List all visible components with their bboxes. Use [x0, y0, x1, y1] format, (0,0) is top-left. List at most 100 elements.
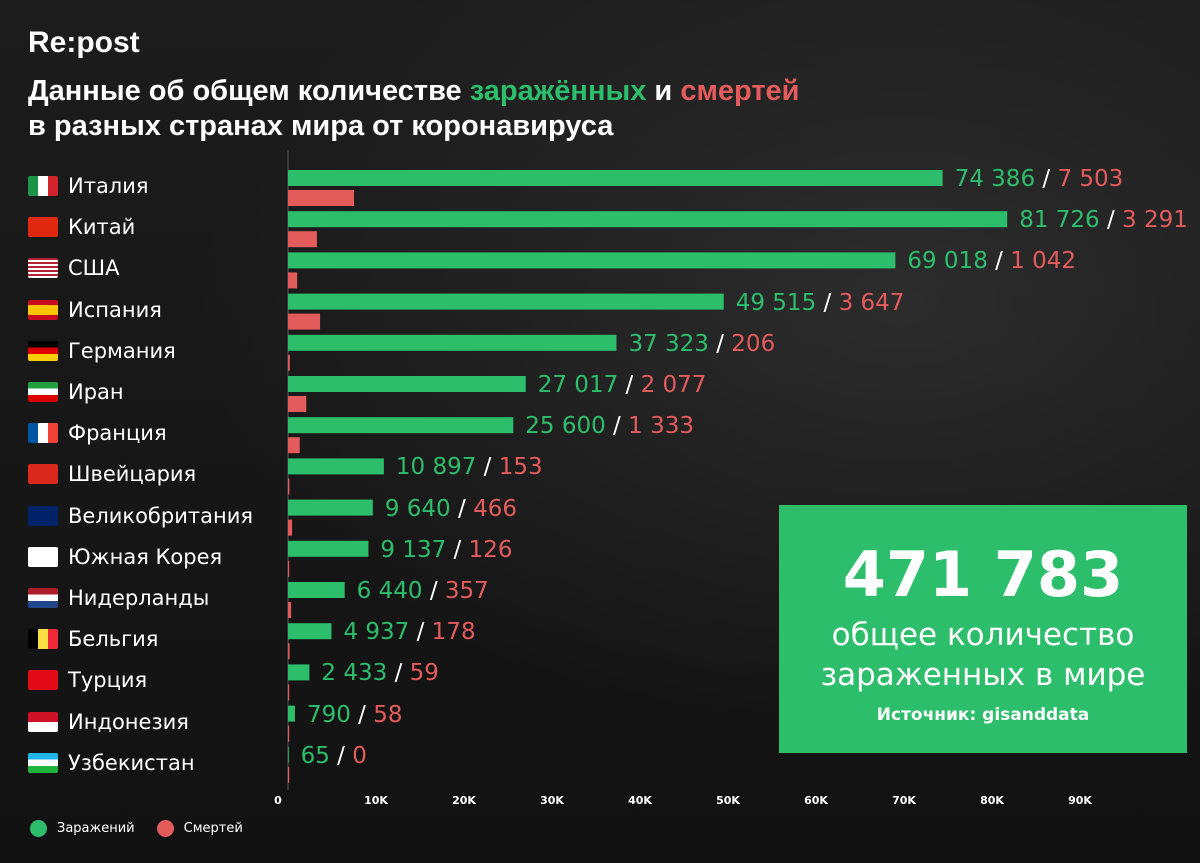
bar-deaths	[288, 560, 290, 577]
country-name: Турция	[68, 668, 148, 693]
bar-deaths	[288, 354, 290, 371]
brand-logo: Re:post	[28, 26, 140, 59]
data-label: 49 515 / 3 647	[736, 290, 905, 316]
country-name: Иран	[68, 380, 124, 404]
country-name: Китай	[68, 215, 136, 240]
x-tick-label: 60K	[804, 794, 828, 807]
x-tick-label: 30K	[540, 794, 564, 807]
country-name: Франция	[68, 421, 167, 446]
indonesia-flag-icon	[28, 711, 58, 732]
bar-deaths	[288, 684, 290, 701]
country-label: Великобритания	[28, 501, 253, 531]
netherlands-flag-icon	[28, 588, 58, 608]
title-part2: и	[646, 75, 681, 107]
data-label-separator: /	[446, 536, 469, 563]
bar-infected	[288, 417, 514, 434]
bar-infected	[288, 458, 384, 475]
data-label-infected: 4 937	[343, 619, 410, 646]
x-tick-label: 20K	[452, 794, 476, 807]
legend-dot-infected	[30, 820, 47, 837]
bar-deaths	[288, 231, 317, 248]
data-label-separator: /	[387, 660, 410, 687]
data-label-infected: 9 640	[384, 495, 451, 522]
title-deaths-highlight: смертей	[680, 75, 800, 107]
data-label-separator: /	[618, 372, 641, 398]
data-label-separator: /	[708, 330, 732, 357]
bar-infected	[288, 376, 526, 392]
data-label: 81 726 / 3 291	[1019, 207, 1188, 233]
data-label-infected: 81 726	[1019, 207, 1100, 234]
x-tick-label: 10K	[364, 794, 388, 807]
legend-label-deaths: Смертей	[183, 821, 243, 836]
bar-deaths	[288, 602, 292, 618]
legend-label-infected: Заражений	[57, 821, 135, 836]
total-caption: общее количество зараженных в мире	[820, 617, 1146, 693]
bar-infected	[288, 293, 724, 310]
title-line2: в разных странах мира от коронавируса	[28, 110, 614, 142]
bar-deaths	[288, 396, 307, 412]
country-name: Индонезия	[68, 709, 189, 734]
country-name: Испания	[68, 297, 162, 322]
data-label-deaths: 1 333	[628, 413, 694, 440]
data-label: 37 323 / 206	[628, 331, 775, 357]
total-number: 471 783	[842, 538, 1124, 611]
spain-flag-icon	[28, 299, 58, 320]
data-label-separator: /	[1099, 207, 1123, 234]
bar-deaths	[288, 766, 290, 783]
bar-infected	[288, 582, 345, 598]
data-label-infected: 65	[300, 742, 330, 769]
data-label-separator: /	[450, 495, 474, 522]
legend-item-infected: Заражений	[30, 820, 135, 837]
data-label-infected: 6 440	[356, 578, 423, 604]
italy-flag-icon	[28, 176, 58, 196]
data-label-infected: 10 897	[395, 454, 477, 481]
data-label-deaths: 3 647	[838, 289, 905, 316]
data-label-separator: /	[409, 619, 432, 646]
bar-infected	[288, 705, 295, 722]
data-label-deaths: 153	[498, 454, 543, 481]
data-label-separator: /	[1035, 166, 1058, 192]
data-label: 69 018 / 1 042	[907, 248, 1076, 274]
germany-flag-icon	[28, 340, 58, 361]
bar-infected	[288, 170, 943, 186]
data-label: 10 897 / 153	[396, 454, 543, 480]
uzbekistan-flag-icon	[28, 752, 58, 773]
bar-infected	[288, 334, 617, 351]
data-label-separator: /	[987, 248, 1011, 275]
uk-flag-icon	[28, 505, 58, 526]
country-label: Германия	[28, 336, 176, 366]
data-label-deaths: 0	[352, 742, 367, 769]
country-name: Узбекистан	[68, 750, 195, 775]
bar-deaths	[288, 478, 290, 495]
data-label-infected: 2 433	[321, 660, 388, 687]
data-label-infected: 49 515	[735, 289, 817, 316]
country-name: Италия	[68, 174, 149, 198]
south-korea-flag-icon	[28, 546, 58, 567]
data-label-deaths: 59	[409, 660, 439, 687]
data-label: 25 600 / 1 333	[525, 413, 694, 439]
country-label: Нидерланды	[28, 583, 209, 613]
bar-deaths	[288, 190, 355, 206]
data-source: Источник: gisanddata	[876, 705, 1090, 725]
data-label-separator: /	[350, 701, 374, 728]
data-label: 9 137 / 126	[380, 537, 512, 563]
chart-title: Данные об общем количестве заражённых и …	[28, 74, 928, 144]
data-label-infected: 790	[306, 701, 351, 728]
data-label-deaths: 178	[431, 619, 476, 646]
data-label-deaths: 7 503	[1057, 166, 1124, 192]
country-name: Бельгия	[68, 627, 159, 652]
title-part1: Данные об общем количестве	[28, 75, 470, 107]
bar-deaths	[288, 725, 290, 742]
country-label: Узбекистан	[28, 748, 195, 778]
x-tick-label: 90K	[1068, 794, 1092, 807]
data-label-deaths: 126	[468, 536, 513, 563]
bar-infected	[288, 499, 373, 516]
data-label-infected: 37 323	[628, 330, 709, 357]
data-label-separator: /	[476, 454, 499, 481]
country-label: Бельгия	[28, 624, 158, 654]
belgium-flag-icon	[28, 629, 58, 650]
data-label: 2 433 / 59	[321, 660, 439, 686]
bar-deaths	[288, 272, 298, 289]
data-label-infected: 25 600	[525, 413, 606, 440]
